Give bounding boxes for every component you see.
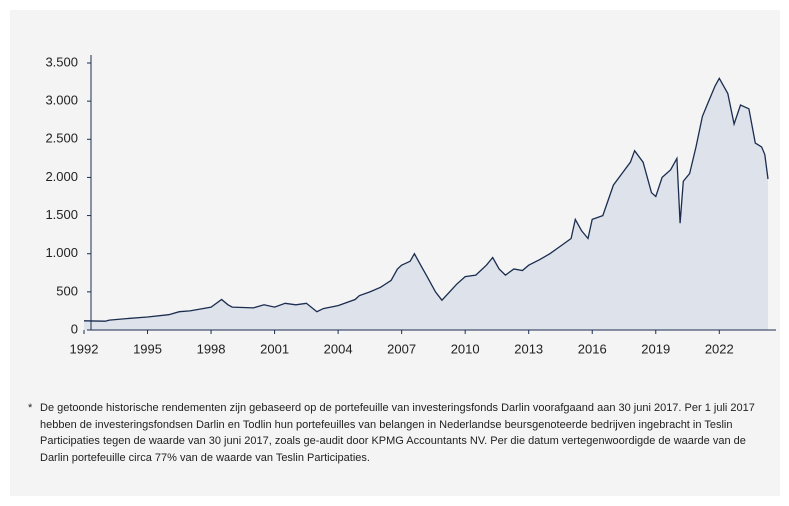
y-tick-label: 0 bbox=[71, 321, 78, 336]
x-tick-label: 2016 bbox=[578, 341, 607, 356]
x-tick-label: 1998 bbox=[197, 341, 226, 356]
footnote-marker: * bbox=[28, 402, 33, 414]
y-tick-label: 500 bbox=[56, 283, 78, 298]
footnote: * De getoonde historische rendementen zi… bbox=[28, 400, 768, 466]
x-tick-label: 2010 bbox=[451, 341, 480, 356]
y-tick-label: 3.000 bbox=[45, 93, 78, 108]
y-tick-label: 1.000 bbox=[45, 245, 78, 260]
x-tick-label: 2022 bbox=[705, 341, 734, 356]
x-tick-label: 2007 bbox=[387, 341, 416, 356]
y-tick-label: 2.000 bbox=[45, 169, 78, 184]
x-tick-label: 1995 bbox=[133, 341, 162, 356]
y-tick-label: 2.500 bbox=[45, 131, 78, 146]
x-tick-label: 2019 bbox=[641, 341, 670, 356]
y-tick-label: 1.500 bbox=[45, 207, 78, 222]
area bbox=[84, 78, 768, 330]
x-tick-label: 2013 bbox=[514, 341, 543, 356]
y-tick-label: 3.500 bbox=[45, 54, 78, 69]
chart: 0 500 1.000 1.500 2.000 2.500 3.000 3.500 1992 19… bbox=[45, 54, 776, 356]
line bbox=[83, 76, 769, 322]
x-tick-label: 1992 bbox=[70, 341, 99, 356]
x-tick-label: 2004 bbox=[324, 341, 353, 356]
footnote-text: De getoonde historische rendementen zijn… bbox=[40, 402, 755, 464]
x-tick-label: 2001 bbox=[260, 341, 289, 356]
